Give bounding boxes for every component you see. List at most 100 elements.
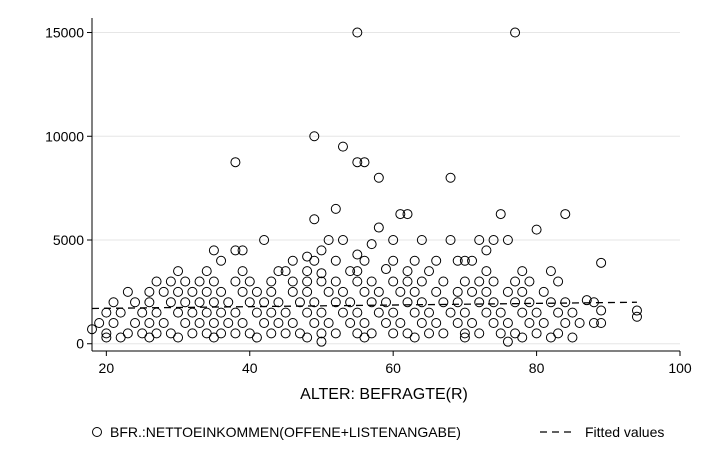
scatter-point <box>373 222 384 233</box>
scatter-point <box>373 307 384 318</box>
scatter-point <box>495 328 506 339</box>
scatter-point <box>323 235 334 245</box>
scatter-point <box>359 317 370 328</box>
scatter-point <box>481 307 492 318</box>
scatter-point <box>416 235 427 245</box>
scatter-point <box>302 266 313 277</box>
scatter-point <box>467 286 478 297</box>
scatter-point <box>459 307 470 318</box>
scatter-point <box>94 317 105 328</box>
scatter-point <box>409 286 420 297</box>
scatter-point <box>216 255 227 266</box>
scatter-point <box>510 297 521 308</box>
scatter-point <box>101 328 112 339</box>
scatter-point <box>337 286 348 297</box>
scatter-point <box>459 332 470 343</box>
scatter-point <box>438 328 449 339</box>
scatter-point <box>459 255 470 266</box>
scatter-point <box>151 276 162 287</box>
scatter-point <box>416 276 427 287</box>
scatter-point <box>208 245 219 256</box>
scatter-point <box>510 276 521 287</box>
scatter-point <box>165 297 176 308</box>
scatter-point <box>330 255 341 266</box>
scatter-point <box>230 276 241 287</box>
scatter-point <box>101 332 112 343</box>
scatter-point <box>531 307 542 318</box>
scatter-point <box>316 268 327 279</box>
scatter-point <box>402 297 413 308</box>
scatter-point <box>545 332 556 343</box>
legend-label-scatter: BFR.:NETTOEINKOMMEN(OFFENE+LISTENANGABE) <box>110 424 461 440</box>
scatter-point <box>502 286 513 297</box>
scatter-point <box>388 235 399 245</box>
scatter-point <box>352 266 363 277</box>
scatter-point <box>416 317 427 328</box>
scatter-point <box>345 266 356 277</box>
scatter-point <box>216 286 227 297</box>
scatter-point <box>574 317 585 328</box>
scatter-point <box>330 276 341 287</box>
scatter-point <box>237 286 248 297</box>
scatter-point <box>273 317 284 328</box>
y-tick-label: 5000 <box>53 232 84 248</box>
scatter-point <box>173 332 184 343</box>
scatter-point <box>424 328 435 339</box>
scatter-point <box>531 224 542 235</box>
scatter-point <box>352 27 363 38</box>
scatter-point <box>567 332 578 343</box>
scatter-point <box>517 332 528 343</box>
scatter-point <box>388 255 399 266</box>
scatter-point <box>452 317 463 328</box>
x-axis-title: ALTER: BEFRAGTE(R) <box>300 386 468 403</box>
scatter-point <box>631 305 642 316</box>
scatter-point <box>216 307 227 318</box>
x-tick-label: 80 <box>529 360 545 376</box>
scatter-point <box>517 286 528 297</box>
scatter-point <box>316 307 327 318</box>
scatter-point <box>237 317 248 328</box>
scatter-point <box>316 328 327 339</box>
scatter-point <box>194 276 205 287</box>
scatter-point <box>488 235 499 245</box>
scatter-point <box>359 332 370 343</box>
x-tick-label: 100 <box>668 360 692 376</box>
scatter-point <box>488 317 499 328</box>
scatter-point <box>251 286 262 297</box>
scatter-point <box>459 276 470 287</box>
scatter-point <box>395 317 406 328</box>
scatter-point <box>280 307 291 318</box>
scatter-point <box>223 317 234 328</box>
scatter-point <box>467 255 478 266</box>
scatter-point <box>130 317 141 328</box>
scatter-point <box>538 286 549 297</box>
scatter-point <box>316 336 327 347</box>
scatter-point <box>323 317 334 328</box>
scatter-point <box>194 317 205 328</box>
scatter-point <box>474 276 485 287</box>
scatter-point <box>517 266 528 277</box>
scatter-point <box>173 286 184 297</box>
scatter-point <box>409 332 420 343</box>
x-tick-label: 60 <box>385 360 401 376</box>
scatter-point <box>309 297 320 308</box>
scatter-point <box>294 297 305 308</box>
scatter-point <box>352 276 363 287</box>
scatter-point <box>481 266 492 277</box>
legend-marker-scatter <box>92 427 102 437</box>
scatter-point <box>158 317 169 328</box>
scatter-point <box>588 317 599 328</box>
scatter-point <box>345 297 356 308</box>
scatter-point <box>366 239 377 250</box>
scatter-point <box>337 307 348 318</box>
y-tick-label: 0 <box>76 336 84 352</box>
scatter-point <box>251 332 262 343</box>
scatter-point <box>452 286 463 297</box>
scatter-point <box>251 307 262 318</box>
scatter-point <box>230 157 241 168</box>
scatter-point <box>488 297 499 308</box>
scatter-point <box>366 297 377 308</box>
scatter-point <box>373 172 384 183</box>
scatter-point <box>538 317 549 328</box>
scatter-point <box>337 141 348 152</box>
